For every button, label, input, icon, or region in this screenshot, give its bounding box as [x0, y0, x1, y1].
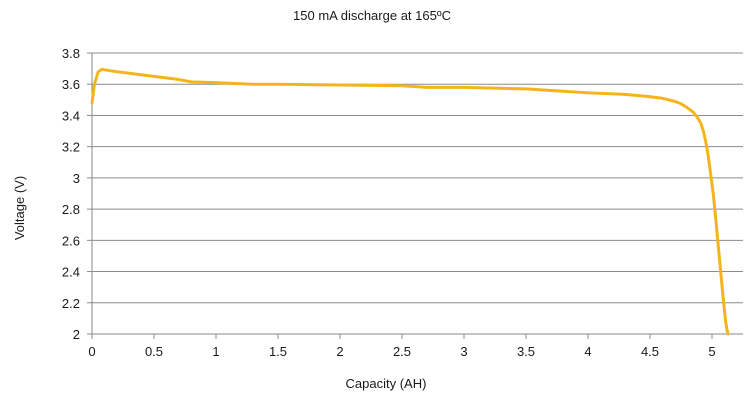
- y-tick-label: 2.2: [62, 296, 80, 311]
- x-tick-label: 0: [88, 344, 95, 359]
- y-axis-title: Voltage (V): [12, 176, 27, 240]
- x-tick-label: 0.5: [145, 344, 163, 359]
- y-tick-label: 3.2: [62, 140, 80, 155]
- x-tick-label: 2.5: [393, 344, 411, 359]
- y-tick-label: 2.6: [62, 233, 80, 248]
- x-tick-label: 1.5: [269, 344, 287, 359]
- y-tick-labels: 2 2.2 2.4 2.6 2.8 3 3.2 3.4 3.6 3.8: [62, 46, 92, 342]
- x-tick-label: 3: [460, 344, 467, 359]
- y-tick-label: 2.8: [62, 202, 80, 217]
- y-tick-label: 2.4: [62, 265, 80, 280]
- series-line-0: [90, 67, 730, 336]
- x-tick-label: 4.5: [641, 344, 659, 359]
- x-tick-label: 1: [212, 344, 219, 359]
- x-tick-label: 3.5: [517, 344, 535, 359]
- y-tick-label: 3.6: [62, 77, 80, 92]
- series-layer: [90, 67, 730, 336]
- chart-title: 150 mA discharge at 165ºC: [293, 8, 451, 23]
- x-tick-labels: 0 0.5 1 1.5 2 2.5 3 3.5 4 4.5 5: [88, 334, 716, 359]
- x-axis-title: Capacity (AH): [346, 376, 427, 391]
- y-tick-label: 3.4: [62, 108, 80, 123]
- x-tick-label: 2: [336, 344, 343, 359]
- y-tick-label: 3.8: [62, 46, 80, 61]
- gridlines: [92, 52, 743, 304]
- x-tick-label: 5: [708, 344, 715, 359]
- y-tick-label: 2: [73, 327, 80, 342]
- x-tick-label: 4: [584, 344, 591, 359]
- y-tick-label: 3: [73, 171, 80, 186]
